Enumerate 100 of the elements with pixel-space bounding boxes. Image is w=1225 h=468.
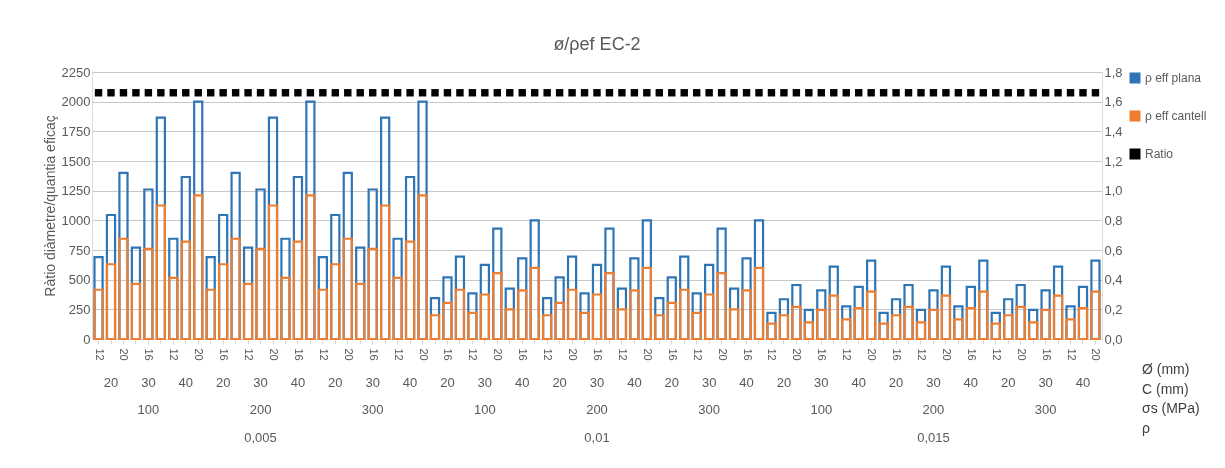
x-tick-label: 12 [1065, 348, 1078, 361]
y-tick-label: 1000 [61, 212, 91, 228]
text: 200 [922, 402, 945, 417]
y-tick-label: 1250 [61, 183, 91, 199]
x-tick-label: 20 [492, 348, 505, 361]
text: 30 [253, 375, 268, 390]
x-tick-label: 16 [292, 348, 305, 361]
x-tick-label: 16 [143, 348, 156, 361]
x-tick-label: 16 [442, 348, 455, 361]
x-tick-label: 12 [392, 348, 405, 361]
legend-label: ρ eff cantell [1145, 109, 1207, 123]
text: 0,01 [584, 430, 610, 445]
x-tick-label: 20 [791, 348, 804, 361]
x-tick-label: 16 [1040, 348, 1053, 361]
x-tick-label: 12 [916, 348, 928, 361]
y-tick-label: 250 [68, 301, 91, 317]
y-tick-label: 2000 [61, 94, 91, 110]
text: 100 [137, 402, 160, 417]
text: σs (MPa) [1142, 400, 1200, 416]
text: 100 [474, 402, 496, 417]
text: C (mm) [1142, 380, 1189, 397]
x-tick-label: 20 [940, 348, 953, 361]
y2-tick-label: 1,2 [1104, 153, 1123, 169]
x-tick-label: 12 [243, 348, 256, 361]
y-tick-label: 2250 [61, 64, 91, 80]
text: 20 [776, 375, 792, 390]
text: 0,005 [244, 430, 277, 445]
text: 20 [552, 375, 567, 390]
x-tick-label: 20 [118, 348, 131, 361]
y-tick-label: 500 [68, 272, 91, 288]
x-tick-label: 20 [716, 348, 729, 361]
text: 20 [664, 375, 679, 390]
x-tick-label: 16 [592, 348, 604, 361]
legend-label: Ratio [1145, 147, 1174, 161]
x-tick-label: 12 [766, 348, 779, 361]
y2-tick-label: 0,4 [1104, 272, 1123, 288]
y2-tick-label: 1,6 [1104, 94, 1123, 110]
text: 300 [361, 402, 384, 417]
text: 30 [814, 375, 829, 390]
text: 30 [141, 375, 156, 390]
y2-tick-label: 0,8 [1104, 212, 1123, 228]
text: 40 [627, 375, 642, 390]
x-tick-label: 12 [93, 348, 106, 361]
y-tick-label: 750 [68, 242, 91, 258]
text: 30 [365, 375, 380, 390]
text: 0,015 [917, 430, 950, 445]
text: 40 [963, 375, 979, 390]
text: 100 [810, 402, 833, 417]
x-tick-label: 20 [193, 348, 206, 361]
x-tick-label: 20 [1015, 348, 1028, 361]
y2-tick-label: 1,0 [1104, 183, 1123, 199]
x-tick-label: 12 [168, 348, 181, 361]
y2-tick-label: 1,8 [1104, 64, 1123, 80]
x-tick-label: 16 [965, 348, 978, 361]
x-tick-label: 12 [990, 348, 1003, 361]
x-tick-label: 12 [467, 348, 480, 361]
y-tick-label: 1750 [61, 123, 91, 139]
legend-label: ρ eff plana [1145, 71, 1202, 85]
text: 30 [589, 375, 605, 390]
text: 30 [926, 375, 941, 390]
x-tick-label: 20 [641, 348, 654, 361]
y-tick-label: 1500 [61, 153, 91, 169]
text: 30 [477, 375, 493, 390]
x-tick-label: 20 [268, 348, 280, 361]
y2-tick-label: 1,4 [1104, 123, 1123, 139]
text: 20 [1000, 375, 1016, 390]
text: 20 [103, 375, 119, 390]
x-tick-label: 20 [1090, 348, 1103, 361]
text: 30 [1038, 375, 1053, 390]
x-tick-label: 12 [616, 348, 629, 361]
text: 300 [698, 402, 720, 417]
y2-tick-label: 0,0 [1104, 331, 1123, 347]
text: 40 [851, 375, 866, 390]
text: 40 [1075, 375, 1091, 390]
y2-tick-label: 0,2 [1104, 301, 1123, 317]
x-tick-label: 16 [741, 348, 754, 361]
text: 300 [1034, 402, 1057, 417]
x-tick-label: 16 [218, 348, 231, 361]
text: 200 [249, 402, 272, 417]
x-tick-label: 12 [542, 348, 555, 361]
x-tick-label: 20 [866, 348, 879, 361]
text: ρ [1142, 419, 1150, 436]
text: 40 [178, 375, 194, 390]
x-tick-label: 16 [666, 348, 679, 361]
x-tick-label: 16 [367, 348, 380, 361]
x-tick-label: 20 [567, 348, 580, 361]
text: 200 [586, 402, 608, 417]
text: 20 [888, 375, 904, 390]
text: 40 [402, 375, 418, 390]
text: Ø (mm) [1142, 361, 1190, 377]
text: 20 [328, 375, 343, 390]
text: 20 [215, 375, 231, 390]
y2-tick-label: 0,6 [1104, 242, 1123, 258]
x-tick-label: 12 [841, 348, 854, 361]
text: 40 [515, 375, 530, 390]
x-tick-label: 12 [691, 348, 704, 361]
x-tick-label: 16 [816, 348, 829, 361]
x-tick-label: 12 [317, 348, 330, 361]
x-tick-label: 16 [891, 348, 904, 361]
text: 40 [739, 375, 754, 390]
